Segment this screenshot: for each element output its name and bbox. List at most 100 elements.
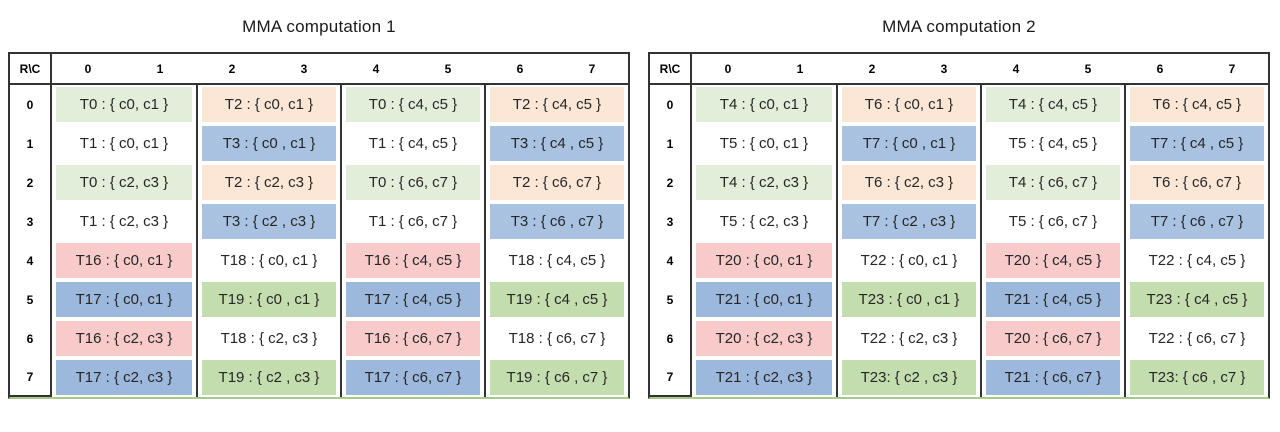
thread-assignment: T5 : { c4, c5 }: [986, 126, 1120, 161]
thread-assignment: T21 : { c4, c5 }: [986, 282, 1120, 317]
thread-assignment: T18 : { c6, c7 }: [490, 321, 624, 356]
thread-assignment: T22 : { c4, c5 }: [1130, 243, 1264, 278]
thread-assignment: T22 : { c0, c1 }: [842, 243, 976, 278]
thread-assignment: T17 : { c0, c1 }: [56, 282, 192, 317]
thread-assignment: T4 : { c0, c1 }: [696, 87, 832, 122]
row-header-1: 1: [10, 124, 52, 163]
thread-cell: T5 : { c4, c5 }: [980, 124, 1124, 163]
table-title-1: MMA computation 1: [242, 17, 396, 36]
thread-cell: T20 : { c6, c7 }: [980, 319, 1124, 358]
thread-cell: T4 : { c6, c7 }: [980, 163, 1124, 202]
thread-cell: T6 : { c0, c1 }: [836, 85, 980, 124]
thread-assignment: T5 : { c0, c1 }: [696, 126, 832, 161]
thread-assignment: T7 : { c0 , c1 }: [842, 126, 976, 161]
row-header-3: 3: [10, 202, 52, 241]
thread-cell: T22 : { c0, c1 }: [836, 241, 980, 280]
thread-cell: T0 : { c0, c1 }: [52, 85, 196, 124]
thread-assignment: T17 : { c4, c5 }: [346, 282, 480, 317]
thread-assignment: T3 : { c4 , c5 }: [490, 126, 624, 161]
thread-assignment: T3 : { c2 , c3 }: [202, 204, 336, 239]
thread-cell: T5 : { c2, c3 }: [692, 202, 836, 241]
thread-cell: T23 : { c0 , c1 }: [836, 280, 980, 319]
thread-cell: T6 : { c4, c5 }: [1124, 85, 1268, 124]
thread-assignment: T2 : { c2, c3 }: [202, 165, 336, 200]
thread-cell: T21 : { c4, c5 }: [980, 280, 1124, 319]
thread-cell: T18 : { c4, c5 }: [484, 241, 628, 280]
thread-cell: T6 : { c6, c7 }: [1124, 163, 1268, 202]
thread-cell: T18 : { c0, c1 }: [196, 241, 340, 280]
thread-cell: T5 : { c0, c1 }: [692, 124, 836, 163]
row-header-4: 4: [10, 241, 52, 280]
column-header-5: 5: [412, 54, 484, 85]
thread-assignment: T0 : { c2, c3 }: [56, 165, 192, 200]
row-header-1: 1: [650, 124, 692, 163]
row-header-5: 5: [650, 280, 692, 319]
thread-cell: T20 : { c0, c1 }: [692, 241, 836, 280]
thread-cell: T3 : { c2 , c3 }: [196, 202, 340, 241]
column-header-0: 0: [692, 54, 764, 85]
row-header-0: 0: [650, 85, 692, 124]
column-header-7: 7: [1196, 54, 1268, 85]
thread-assignment: T19 : { c4 , c5 }: [490, 282, 624, 317]
thread-assignment: T19 : { c6 , c7 }: [490, 360, 624, 395]
thread-cell: T0 : { c4, c5 }: [340, 85, 484, 124]
column-header-3: 3: [268, 54, 340, 85]
thread-assignment: T23 : { c4 , c5 }: [1130, 282, 1264, 317]
column-header-2: 2: [196, 54, 268, 85]
thread-cell: T4 : { c2, c3 }: [692, 163, 836, 202]
thread-cell: T3 : { c4 , c5 }: [484, 124, 628, 163]
thread-assignment: T1 : { c2, c3 }: [56, 204, 192, 239]
column-header-1: 1: [124, 54, 196, 85]
thread-assignment: T3 : { c6 , c7 }: [490, 204, 624, 239]
thread-cell: T23 : { c4 , c5 }: [1124, 280, 1268, 319]
thread-cell: T6 : { c2, c3 }: [836, 163, 980, 202]
thread-cell: T19 : { c6 , c7 }: [484, 358, 628, 397]
thread-assignment: T1 : { c6, c7 }: [346, 204, 480, 239]
column-header-4: 4: [980, 54, 1052, 85]
thread-cell: T7 : { c2 , c3 }: [836, 202, 980, 241]
thread-assignment: T6 : { c4, c5 }: [1130, 87, 1264, 122]
column-header-3: 3: [908, 54, 980, 85]
thread-assignment: T4 : { c6, c7 }: [986, 165, 1120, 200]
column-header-6: 6: [484, 54, 556, 85]
row-header-7: 7: [650, 358, 692, 397]
row-header-6: 6: [650, 319, 692, 358]
thread-assignment: T7 : { c4 , c5 }: [1130, 126, 1264, 161]
thread-assignment: T6 : { c0, c1 }: [842, 87, 976, 122]
thread-cell: T18 : { c6, c7 }: [484, 319, 628, 358]
thread-assignment: T21 : { c2, c3 }: [696, 360, 832, 395]
thread-assignment: T23 : { c0 , c1 }: [842, 282, 976, 317]
thread-assignment: T4 : { c2, c3 }: [696, 165, 832, 200]
thread-assignment: T23: { c2 , c3 }: [842, 360, 976, 395]
thread-cell: T21 : { c0, c1 }: [692, 280, 836, 319]
thread-cell: T7 : { c4 , c5 }: [1124, 124, 1268, 163]
thread-cell: T0 : { c2, c3 }: [52, 163, 196, 202]
column-header-1: 1: [764, 54, 836, 85]
thread-assignment: T16 : { c6, c7 }: [346, 321, 480, 356]
thread-assignment: T2 : { c0, c1 }: [202, 87, 336, 122]
thread-assignment: T6 : { c6, c7 }: [1130, 165, 1264, 200]
thread-assignment: T6 : { c2, c3 }: [842, 165, 976, 200]
thread-assignment: T17 : { c6, c7 }: [346, 360, 480, 395]
thread-cell: T22 : { c6, c7 }: [1124, 319, 1268, 358]
thread-assignment: T17 : { c2, c3 }: [56, 360, 192, 395]
row-header-3: 3: [650, 202, 692, 241]
thread-assignment: T22 : { c2, c3 }: [842, 321, 976, 356]
thread-cell: T0 : { c6, c7 }: [340, 163, 484, 202]
thread-cell: T17 : { c0, c1 }: [52, 280, 196, 319]
thread-assignment: T16 : { c0, c1 }: [56, 243, 192, 278]
thread-cell: T3 : { c0 , c1 }: [196, 124, 340, 163]
thread-assignment: T18 : { c4, c5 }: [490, 243, 624, 278]
thread-cell: T4 : { c4, c5 }: [980, 85, 1124, 124]
mma-table-2: R\C 0 1 2 3 4 5 6 7 0 T4 : { c0, c1 } T6 : { c0, c1…: [648, 52, 1270, 399]
thread-cell: T16 : { c2, c3 }: [52, 319, 196, 358]
thread-cell: T19 : { c0 , c1 }: [196, 280, 340, 319]
thread-cell: T5 : { c6, c7 }: [980, 202, 1124, 241]
thread-assignment: T16 : { c4, c5 }: [346, 243, 480, 278]
thread-assignment: T23: { c6 , c7 }: [1130, 360, 1264, 395]
row-header-5: 5: [10, 280, 52, 319]
thread-assignment: T5 : { c6, c7 }: [986, 204, 1120, 239]
table-title-2: MMA computation 2: [882, 17, 1036, 36]
column-header-6: 6: [1124, 54, 1196, 85]
